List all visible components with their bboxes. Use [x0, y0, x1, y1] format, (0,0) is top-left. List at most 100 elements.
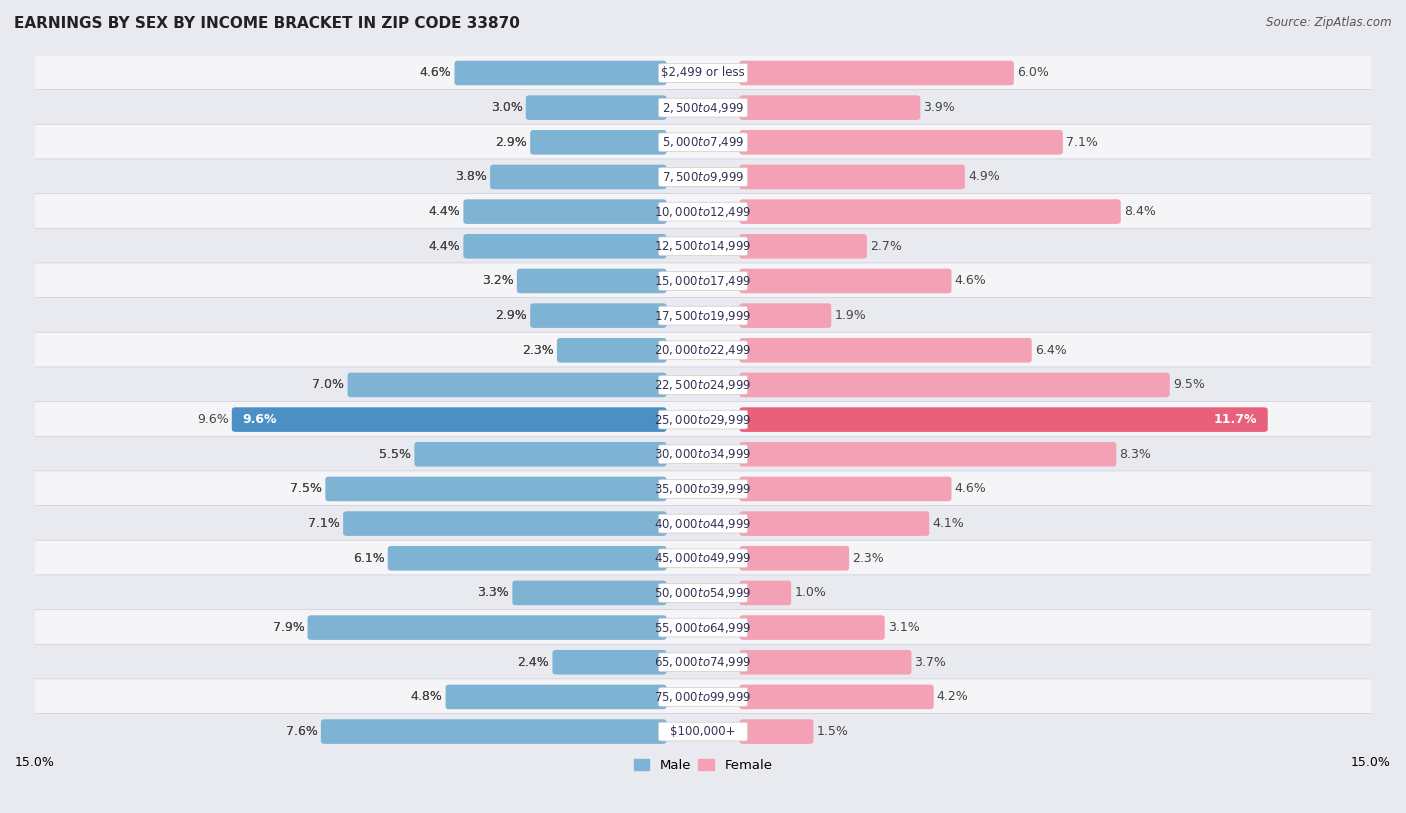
FancyBboxPatch shape [740, 234, 868, 259]
Text: 8.4%: 8.4% [1123, 205, 1156, 218]
Text: 4.8%: 4.8% [411, 690, 443, 703]
FancyBboxPatch shape [446, 685, 666, 709]
Text: $30,000 to $34,999: $30,000 to $34,999 [654, 447, 752, 461]
FancyBboxPatch shape [658, 480, 748, 498]
Text: $25,000 to $29,999: $25,000 to $29,999 [654, 413, 752, 427]
FancyBboxPatch shape [34, 333, 1372, 368]
Text: $50,000 to $54,999: $50,000 to $54,999 [654, 586, 752, 600]
Text: 4.6%: 4.6% [419, 67, 451, 80]
FancyBboxPatch shape [740, 165, 965, 189]
FancyBboxPatch shape [658, 445, 748, 463]
FancyBboxPatch shape [530, 303, 666, 328]
Text: 2.3%: 2.3% [522, 344, 554, 357]
FancyBboxPatch shape [321, 720, 666, 744]
FancyBboxPatch shape [34, 679, 1372, 715]
FancyBboxPatch shape [658, 688, 748, 706]
Text: 3.3%: 3.3% [478, 586, 509, 599]
FancyBboxPatch shape [740, 511, 929, 536]
FancyBboxPatch shape [454, 61, 666, 85]
FancyBboxPatch shape [34, 228, 1372, 264]
FancyBboxPatch shape [415, 442, 666, 467]
Text: 3.0%: 3.0% [491, 101, 523, 114]
Text: 2.3%: 2.3% [522, 344, 554, 357]
Text: $22,500 to $24,999: $22,500 to $24,999 [654, 378, 752, 392]
Text: 2.3%: 2.3% [852, 552, 884, 565]
Text: 2.9%: 2.9% [495, 309, 527, 322]
Text: 7.5%: 7.5% [290, 482, 322, 495]
FancyBboxPatch shape [530, 130, 666, 154]
FancyBboxPatch shape [658, 237, 748, 255]
FancyBboxPatch shape [740, 130, 1063, 154]
Text: $45,000 to $49,999: $45,000 to $49,999 [654, 551, 752, 565]
FancyBboxPatch shape [34, 124, 1372, 160]
Text: 4.4%: 4.4% [429, 205, 460, 218]
FancyBboxPatch shape [658, 341, 748, 359]
FancyBboxPatch shape [658, 549, 748, 567]
Text: 3.9%: 3.9% [924, 101, 955, 114]
Text: 4.4%: 4.4% [429, 205, 460, 218]
Text: $35,000 to $39,999: $35,000 to $39,999 [654, 482, 752, 496]
FancyBboxPatch shape [658, 722, 748, 741]
FancyBboxPatch shape [34, 610, 1372, 646]
Text: 7.9%: 7.9% [273, 621, 304, 634]
FancyBboxPatch shape [347, 372, 666, 398]
FancyBboxPatch shape [740, 338, 1032, 363]
Text: $100,000+: $100,000+ [671, 725, 735, 738]
FancyBboxPatch shape [740, 685, 934, 709]
FancyBboxPatch shape [658, 653, 748, 672]
Text: 2.4%: 2.4% [517, 656, 550, 669]
FancyBboxPatch shape [740, 372, 1170, 398]
FancyBboxPatch shape [740, 442, 1116, 467]
FancyBboxPatch shape [464, 199, 666, 224]
FancyBboxPatch shape [512, 580, 666, 605]
FancyBboxPatch shape [658, 272, 748, 290]
Text: 7.6%: 7.6% [285, 725, 318, 738]
FancyBboxPatch shape [658, 133, 748, 152]
FancyBboxPatch shape [740, 268, 952, 293]
Text: 3.2%: 3.2% [482, 275, 513, 288]
Text: 7.5%: 7.5% [290, 482, 322, 495]
Text: $5,000 to $7,499: $5,000 to $7,499 [662, 135, 744, 150]
Text: 4.9%: 4.9% [967, 171, 1000, 184]
FancyBboxPatch shape [232, 407, 666, 432]
Text: 3.0%: 3.0% [491, 101, 523, 114]
Text: 4.8%: 4.8% [411, 690, 443, 703]
Text: 5.5%: 5.5% [380, 448, 412, 461]
Text: 4.2%: 4.2% [936, 690, 969, 703]
FancyBboxPatch shape [658, 167, 748, 186]
Text: 9.6%: 9.6% [242, 413, 277, 426]
Text: 1.5%: 1.5% [817, 725, 848, 738]
Text: $65,000 to $74,999: $65,000 to $74,999 [654, 655, 752, 669]
Text: $10,000 to $12,499: $10,000 to $12,499 [654, 205, 752, 219]
Text: 1.0%: 1.0% [794, 586, 827, 599]
Text: 6.1%: 6.1% [353, 552, 385, 565]
FancyBboxPatch shape [388, 546, 666, 571]
Text: 4.6%: 4.6% [419, 67, 451, 80]
Text: 7.6%: 7.6% [285, 725, 318, 738]
FancyBboxPatch shape [34, 506, 1372, 541]
FancyBboxPatch shape [740, 615, 884, 640]
FancyBboxPatch shape [658, 63, 748, 82]
FancyBboxPatch shape [34, 298, 1372, 333]
Text: 7.1%: 7.1% [1066, 136, 1098, 149]
FancyBboxPatch shape [34, 193, 1372, 229]
Text: 1.9%: 1.9% [834, 309, 866, 322]
Text: 2.4%: 2.4% [517, 656, 550, 669]
FancyBboxPatch shape [34, 367, 1372, 403]
FancyBboxPatch shape [34, 714, 1372, 750]
FancyBboxPatch shape [34, 89, 1372, 126]
Text: 2.9%: 2.9% [495, 136, 527, 149]
Text: 3.7%: 3.7% [914, 656, 946, 669]
FancyBboxPatch shape [34, 263, 1372, 299]
FancyBboxPatch shape [658, 376, 748, 394]
FancyBboxPatch shape [658, 618, 748, 637]
Text: $15,000 to $17,499: $15,000 to $17,499 [654, 274, 752, 288]
FancyBboxPatch shape [740, 199, 1121, 224]
FancyBboxPatch shape [740, 303, 831, 328]
Text: 3.8%: 3.8% [456, 171, 486, 184]
FancyBboxPatch shape [740, 61, 1014, 85]
Text: 4.4%: 4.4% [429, 240, 460, 253]
Text: 9.6%: 9.6% [197, 413, 229, 426]
FancyBboxPatch shape [740, 95, 921, 120]
Text: $17,500 to $19,999: $17,500 to $19,999 [654, 309, 752, 323]
